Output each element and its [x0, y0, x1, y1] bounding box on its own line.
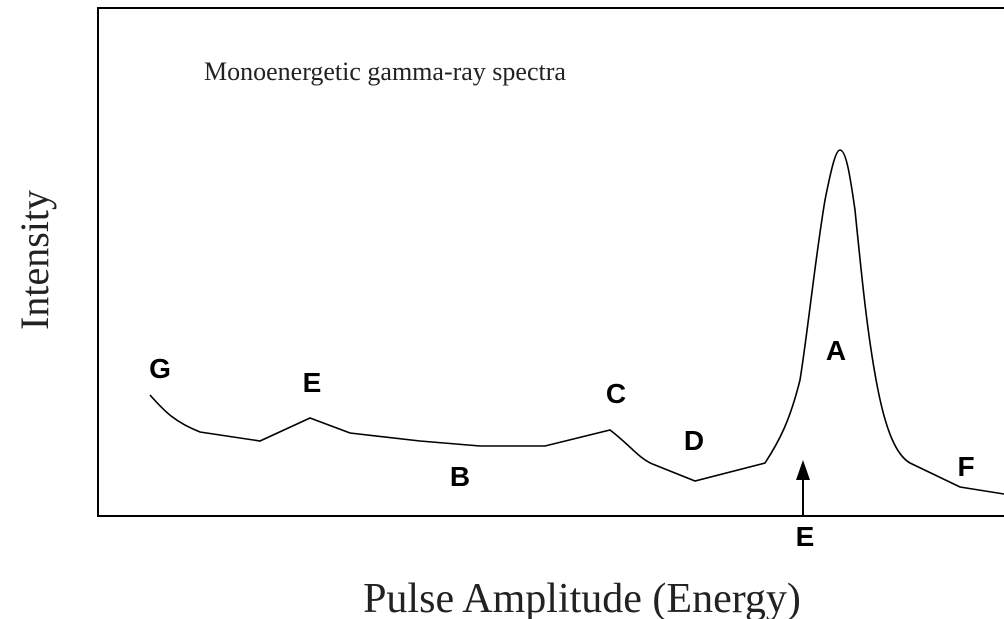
- peak-label: A: [826, 335, 846, 366]
- spectrum-curve: [149, 149, 1004, 495]
- peak-label: E: [303, 367, 322, 398]
- peak-label: B: [450, 461, 470, 492]
- peak-label: F: [957, 451, 974, 482]
- peak-label: G: [149, 353, 171, 384]
- arrow-head: [796, 460, 810, 480]
- peak-label: D: [684, 425, 704, 456]
- frame: [97, 7, 1004, 517]
- peak-label: C: [606, 378, 626, 409]
- title: Monoenergetic gamma-ray spectra: [204, 57, 566, 86]
- x-axis-label: Pulse Amplitude (Energy): [363, 576, 801, 619]
- y-axis-label: Intensity: [12, 190, 57, 330]
- energy-marker-label: E: [796, 521, 815, 552]
